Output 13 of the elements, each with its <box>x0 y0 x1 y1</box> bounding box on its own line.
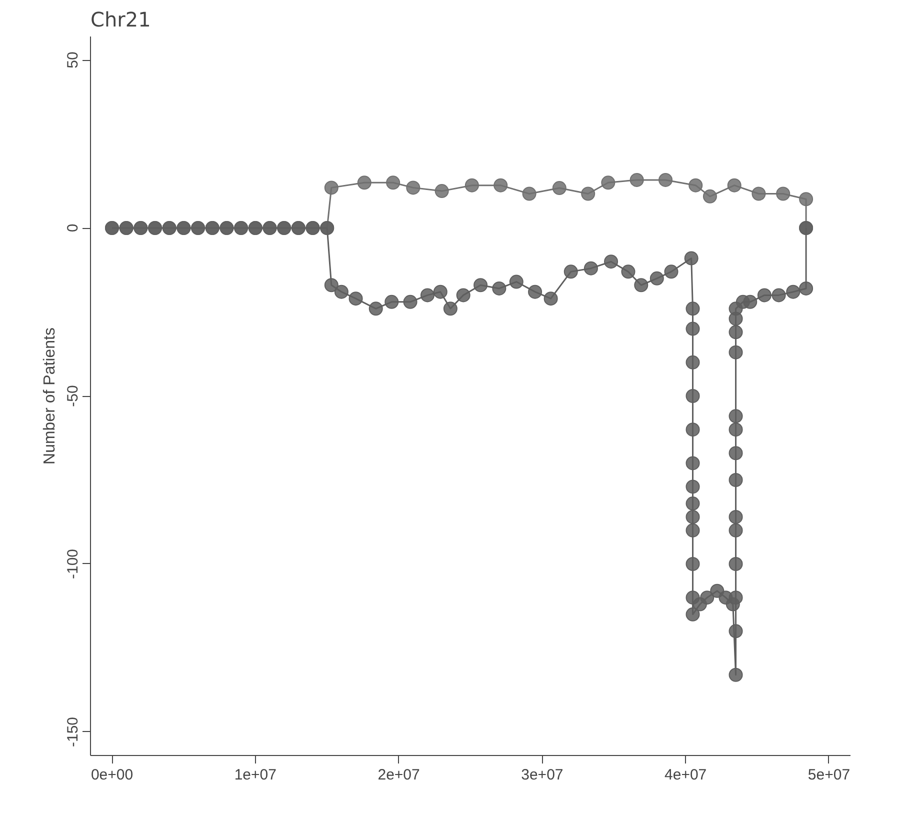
y-tick-label: -50 <box>64 385 82 407</box>
chart-title: Chr21 <box>90 8 151 32</box>
x-tick-label: 3e+07 <box>521 766 564 784</box>
x-tick-label: 4e+07 <box>664 766 707 784</box>
y-tick-label: -100 <box>64 548 82 579</box>
x-tick-label: 5e+07 <box>808 766 850 784</box>
y-tick-label: 0 <box>64 224 82 232</box>
y-tick-label: -150 <box>64 716 82 747</box>
x-tick-label: 0e+00 <box>90 766 134 784</box>
y-axis-title: Number of Patients <box>42 328 58 464</box>
x-tick-label: 2e+07 <box>378 766 420 784</box>
y-tick-label: 50 <box>64 52 82 68</box>
x-tick-label: 1e+07 <box>234 766 276 784</box>
